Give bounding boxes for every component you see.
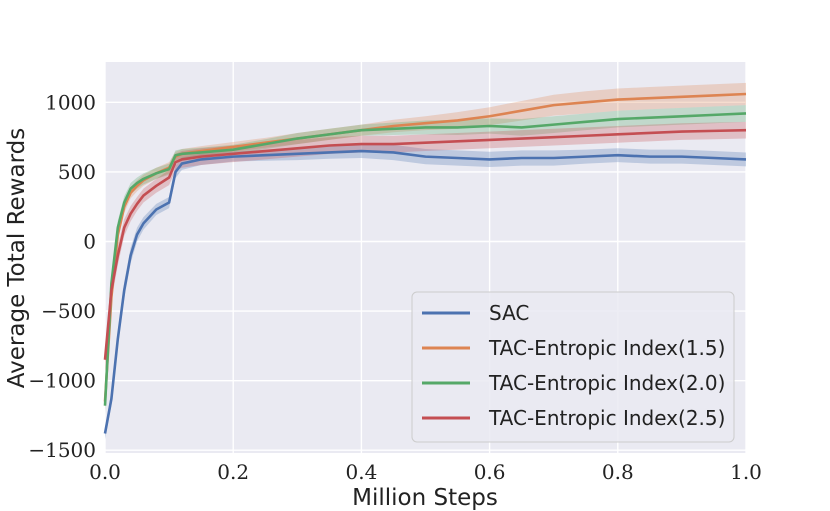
series-line (103, 149, 747, 434)
x-tick-labels: 0.0 0.2 0.4 0.6 0.8 1.0 (89, 460, 762, 484)
legend-items: SAC TAC-Entropic Index(1.5) TAC-Entropic I… (422, 301, 725, 430)
x-tick-label: 1.0 (730, 460, 762, 484)
x-tick-label: 0.0 (89, 460, 121, 484)
y-tick-label: 1000 (45, 90, 96, 114)
legend: SAC TAC-Entropic Index(1.5) TAC-Entropic I… (411, 291, 735, 443)
legend-label: TAC-Entropic Index(2.0) (488, 371, 725, 395)
y-tick-label: −1500 (28, 438, 96, 462)
legend-label: TAC-Entropic Index(2.5) (488, 406, 725, 430)
x-tick-label: 0.4 (345, 460, 377, 484)
legend-label: TAC-Entropic Index(1.5) (488, 336, 725, 360)
x-tick-label: 0.8 (602, 460, 634, 484)
y-axis-label: Average Total Rewards (4, 128, 30, 388)
y-tick-label: 0 (83, 229, 96, 253)
y-tick-label: 500 (58, 160, 96, 184)
series-line (103, 128, 747, 360)
grid-lines (104, 62, 747, 453)
series-line (103, 112, 747, 406)
x-tick-label: 0.6 (474, 460, 506, 484)
series-lines (103, 92, 747, 434)
x-tick-label: 0.2 (217, 460, 249, 484)
x-axis-label: Million Steps (352, 485, 498, 511)
y-tick-label: −1000 (28, 369, 96, 393)
y-tick-labels: −1500 −1000 −500 0 500 1000 (28, 90, 96, 462)
legend-box (411, 291, 735, 443)
y-tick-label: −500 (41, 299, 96, 323)
legend-label: SAC (489, 301, 529, 325)
